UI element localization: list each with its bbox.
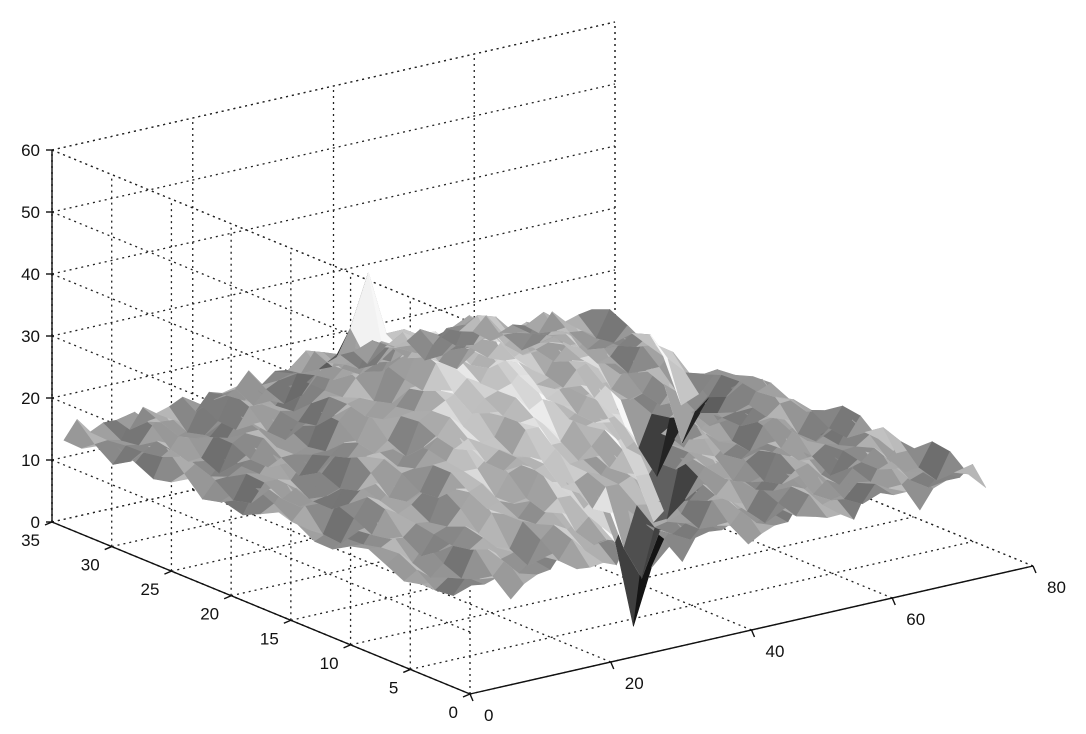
y-axis-tick bbox=[223, 595, 232, 600]
z-tick-label: 30 bbox=[21, 327, 40, 346]
y-axis-tick bbox=[403, 668, 411, 674]
grid-line-floor-y bbox=[410, 540, 974, 671]
x-tick-label: 80 bbox=[1047, 578, 1066, 597]
z-tick-label: 40 bbox=[21, 265, 40, 284]
y-tick-label: 0 bbox=[449, 703, 458, 722]
x-axis-tick bbox=[1032, 565, 1037, 574]
y-tick-label: 30 bbox=[81, 556, 100, 575]
x-axis-tick bbox=[469, 693, 474, 702]
y-tick-label: 10 bbox=[320, 654, 339, 673]
y-axis-line bbox=[51, 521, 471, 695]
z-tick-label: 20 bbox=[21, 389, 40, 408]
z-tick-label: 60 bbox=[21, 141, 40, 160]
tick-labels: 0 10 20 30 40 50 60 0 20 40 60 80 0 5 10 15 20 25 30 35 bbox=[21, 141, 1066, 725]
x-tick-label: 60 bbox=[906, 610, 925, 629]
y-axis-tick bbox=[283, 619, 292, 624]
grid-line-back-wall-z bbox=[51, 83, 616, 213]
y-axis-tick bbox=[164, 570, 172, 575]
z-tick-label: 0 bbox=[31, 513, 40, 532]
grid-line-box-edge bbox=[51, 21, 616, 151]
x-axis-tick bbox=[891, 597, 896, 606]
x-axis-tick bbox=[750, 629, 756, 638]
x-tick-label: 40 bbox=[766, 642, 785, 661]
y-axis-tick bbox=[462, 693, 471, 698]
y-axis-tick bbox=[44, 521, 53, 526]
surface-mesh bbox=[63, 272, 987, 627]
y-tick-label: 15 bbox=[260, 629, 279, 648]
y-tick-label: 25 bbox=[141, 580, 160, 599]
x-tick-label: 0 bbox=[484, 706, 493, 725]
z-tick-label: 50 bbox=[21, 203, 40, 222]
x-tick-label: 20 bbox=[625, 674, 644, 693]
axes bbox=[44, 149, 1037, 702]
y-tick-label: 5 bbox=[389, 678, 398, 697]
grid-line-box-edge bbox=[51, 149, 471, 323]
surface-patch bbox=[703, 369, 736, 376]
y-axis-tick bbox=[104, 545, 112, 551]
x-axis-tick bbox=[610, 661, 615, 670]
y-tick-label: 35 bbox=[21, 531, 40, 550]
y-tick-label: 20 bbox=[200, 605, 219, 624]
z-tick-label: 10 bbox=[21, 451, 40, 470]
y-axis-tick bbox=[343, 644, 351, 649]
surface-patch bbox=[953, 464, 987, 488]
grid-line-back-wall-z bbox=[51, 269, 616, 399]
